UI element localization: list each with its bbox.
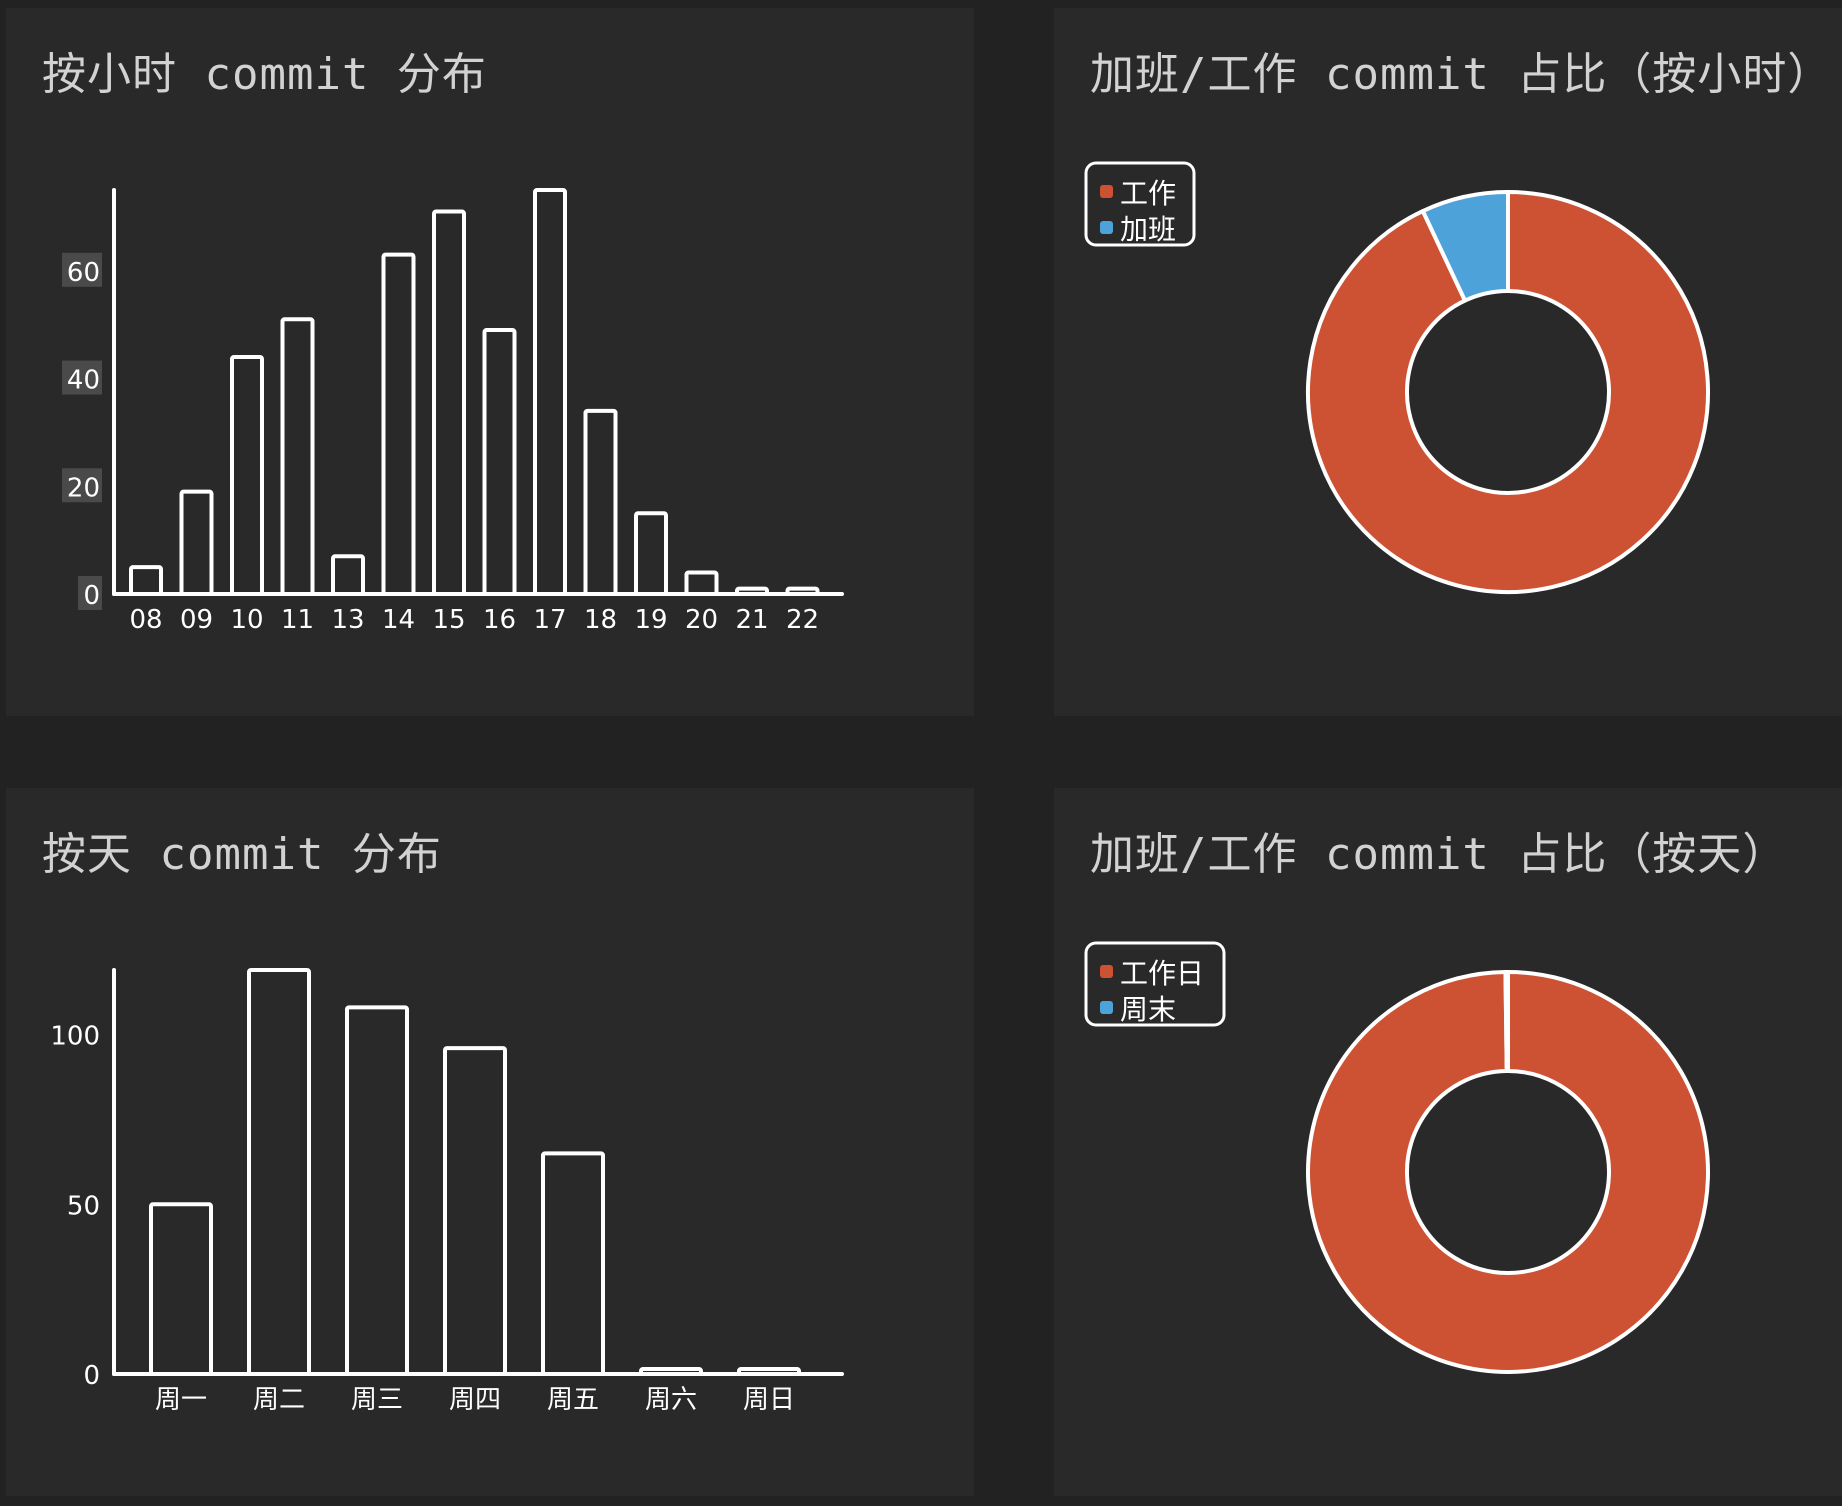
legend-box bbox=[1084, 941, 1226, 1027]
bar-22 bbox=[785, 586, 820, 597]
pie-slice-加班 bbox=[1420, 190, 1510, 303]
pie-slice-工作 bbox=[1306, 190, 1710, 594]
pie-slice-工作日 bbox=[1306, 970, 1711, 1374]
bar-21 bbox=[735, 586, 769, 597]
bar-周六 bbox=[639, 1367, 703, 1376]
panel-day-pie: 加班/工作 commit 占比（按天） 工作日 周末 bbox=[1054, 788, 1842, 1496]
bar-08 bbox=[129, 565, 163, 596]
y-tick-label-bg bbox=[78, 576, 102, 610]
x-tick-label: 14 bbox=[382, 605, 415, 635]
y-tick-label-bg bbox=[62, 360, 102, 395]
panel-day-bar: 按天 commit 分布 0 50 100 周一 周二 周三 周四 周五 周六 周日 bbox=[6, 788, 974, 1496]
y-tick-label: 0 bbox=[83, 1361, 100, 1391]
legend-label: 周末 bbox=[1120, 993, 1176, 1026]
x-tick-label: 周一 bbox=[155, 1385, 207, 1415]
legend-swatch-加班 bbox=[1100, 221, 1113, 234]
x-tick-label: 17 bbox=[533, 605, 566, 635]
x-tick-label: 16 bbox=[483, 605, 516, 635]
bar-20 bbox=[684, 570, 719, 596]
legend-label: 加班 bbox=[1120, 213, 1176, 246]
y-tick-label: 60 bbox=[67, 258, 100, 288]
x-tick-label: 11 bbox=[281, 605, 314, 635]
x-tick-label: 周五 bbox=[547, 1385, 599, 1415]
y-tick-label-bg bbox=[62, 252, 102, 287]
legend-label: 工作日 bbox=[1120, 957, 1204, 990]
y-tick-label: 20 bbox=[67, 473, 100, 503]
y-tick-label: 100 bbox=[50, 1022, 100, 1052]
hour-bar-chart: 0 20 40 60 08 09 10 11 13 14 15 16 17 18 19 20 21 22 bbox=[62, 188, 844, 635]
x-tick-label: 15 bbox=[432, 605, 465, 635]
bar-周二 bbox=[247, 968, 311, 1376]
x-tick-label: 18 bbox=[584, 605, 617, 635]
chart-title-hour-pie: 加班/工作 commit 占比（按小时） bbox=[1090, 49, 1833, 100]
bar-周四 bbox=[443, 1046, 507, 1376]
x-tick-label: 21 bbox=[735, 605, 768, 635]
panel-hour-pie: 加班/工作 commit 占比（按小时） 工作 加班 bbox=[1054, 8, 1842, 716]
x-tick-label: 08 bbox=[129, 605, 162, 635]
legend-swatch-工作 bbox=[1100, 185, 1113, 198]
bar-18 bbox=[583, 408, 618, 596]
x-tick-label: 周二 bbox=[253, 1385, 305, 1415]
day-bar-chart: 0 50 100 周一 周二 周三 周四 周五 周六 周日 bbox=[50, 968, 844, 1415]
bar-周一 bbox=[149, 1202, 213, 1376]
chart-title-hour-bar: 按小时 commit 分布 bbox=[42, 49, 487, 100]
x-tick-label: 19 bbox=[634, 605, 667, 635]
legend-swatch-工作日 bbox=[1100, 965, 1113, 978]
y-tick-label: 40 bbox=[67, 366, 100, 396]
x-tick-label: 周四 bbox=[449, 1385, 501, 1415]
bar-17 bbox=[533, 188, 567, 596]
bar-14 bbox=[381, 252, 416, 596]
legend-label: 工作 bbox=[1120, 177, 1176, 210]
bar-19 bbox=[634, 511, 668, 597]
x-tick-label: 20 bbox=[685, 605, 718, 635]
y-tick-label: 0 bbox=[83, 581, 100, 611]
legend-box bbox=[1084, 161, 1196, 247]
bar-11 bbox=[280, 317, 315, 596]
x-tick-label: 09 bbox=[180, 605, 213, 635]
bar-周五 bbox=[541, 1151, 605, 1376]
legend-swatch-周末 bbox=[1100, 1001, 1113, 1014]
bar-13 bbox=[331, 554, 365, 596]
y-tick-label-bg bbox=[62, 468, 102, 503]
bar-15 bbox=[432, 209, 466, 596]
bar-周三 bbox=[345, 1005, 409, 1376]
x-tick-label: 10 bbox=[230, 605, 263, 635]
chart-title-day-pie: 加班/工作 commit 占比（按天） bbox=[1090, 829, 1788, 880]
chart-title-day-bar: 按天 commit 分布 bbox=[42, 829, 442, 880]
x-tick-label: 周三 bbox=[351, 1385, 403, 1415]
x-tick-label: 22 bbox=[786, 605, 819, 635]
x-tick-label: 周日 bbox=[743, 1385, 795, 1415]
pie-slice-周末 bbox=[1503, 970, 1510, 1074]
y-tick-label: 50 bbox=[67, 1191, 100, 1221]
bar-10 bbox=[230, 354, 264, 596]
panel-hour-bar: 按小时 commit 分布 0 20 40 60 08 09 10 11 13 14 15 16 17 1… bbox=[6, 8, 974, 716]
x-tick-label: 周六 bbox=[645, 1385, 697, 1415]
bar-09 bbox=[179, 489, 214, 596]
x-tick-label: 13 bbox=[331, 605, 364, 635]
bar-16 bbox=[482, 328, 517, 596]
bar-周日 bbox=[737, 1367, 801, 1376]
